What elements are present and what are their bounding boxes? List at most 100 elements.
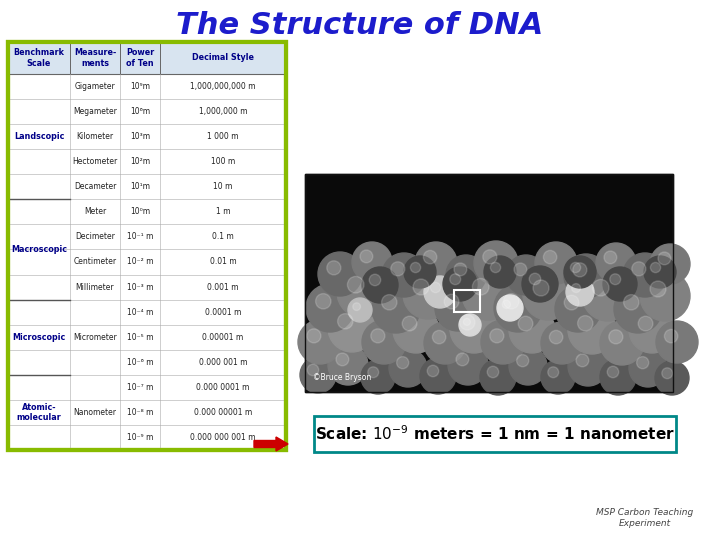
Circle shape [564,256,596,288]
Text: 10⁻⁶ m: 10⁻⁶ m [127,358,153,367]
Circle shape [353,303,361,310]
Text: The Structure of DNA: The Structure of DNA [176,10,544,39]
Text: 10³m: 10³m [130,132,150,141]
Text: Megameter: Megameter [73,107,117,116]
Text: 0.00001 m: 0.00001 m [202,333,243,342]
Circle shape [623,253,667,297]
Circle shape [480,359,516,395]
Text: 10⁻⁷ m: 10⁻⁷ m [127,383,153,392]
Text: Power
of Ten: Power of Ten [126,48,154,68]
Circle shape [424,276,456,308]
Circle shape [655,361,689,395]
Circle shape [327,261,341,275]
Circle shape [360,250,373,263]
Circle shape [371,329,385,343]
Circle shape [444,294,459,309]
Text: 1,000,000,000 m: 1,000,000,000 m [190,82,256,91]
Circle shape [420,358,456,394]
Circle shape [300,357,336,393]
Circle shape [404,256,436,288]
Text: Atomic-
molecular: Atomic- molecular [17,403,61,422]
Circle shape [497,295,523,321]
Circle shape [454,263,467,276]
Circle shape [570,262,580,273]
Text: 0.01 m: 0.01 m [210,258,236,267]
Circle shape [423,251,437,264]
Circle shape [568,306,616,354]
FancyBboxPatch shape [8,42,286,74]
Circle shape [369,274,381,286]
Circle shape [474,241,518,285]
Text: Scale: $10^{-9}$ meters = 1 nm = 1 nanometer: Scale: $10^{-9}$ meters = 1 nm = 1 nanom… [315,424,675,443]
Circle shape [391,262,405,276]
Circle shape [348,298,372,322]
Circle shape [541,360,575,394]
Circle shape [413,279,429,295]
Circle shape [582,269,634,321]
Text: Landscopic: Landscopic [14,132,64,141]
Text: 1,000,000 m: 1,000,000 m [199,107,247,116]
Circle shape [533,280,549,296]
Circle shape [555,286,601,332]
Circle shape [443,267,477,301]
Text: 10⁻⁴ m: 10⁻⁴ m [127,308,153,316]
Circle shape [624,295,639,310]
Circle shape [410,262,420,273]
Text: 0.1 m: 0.1 m [212,232,234,241]
Circle shape [564,295,579,310]
Circle shape [650,281,666,297]
Circle shape [644,256,676,288]
Text: 10⁻³ m: 10⁻³ m [127,282,153,292]
Circle shape [640,271,690,321]
Circle shape [315,294,331,309]
Circle shape [448,345,488,385]
Circle shape [362,267,398,303]
Circle shape [522,266,558,302]
Circle shape [564,254,608,298]
Text: Benchmark
Scale: Benchmark Scale [14,48,65,68]
Circle shape [459,315,475,330]
Circle shape [393,307,439,353]
Circle shape [464,319,470,326]
Circle shape [459,314,481,336]
Circle shape [658,252,671,265]
Text: 10⁻⁹ m: 10⁻⁹ m [127,433,153,442]
Circle shape [577,315,593,331]
Text: 10⁻¹ m: 10⁻¹ m [127,232,153,241]
Text: Decimeter: Decimeter [75,232,115,241]
Circle shape [665,329,678,343]
Text: Hectometer: Hectometer [73,157,117,166]
Text: 10⁹m: 10⁹m [130,82,150,91]
Circle shape [481,320,525,364]
Circle shape [348,276,364,293]
Text: ©Bruce Bryson: ©Bruce Bryson [313,373,372,382]
Circle shape [509,307,555,353]
Text: Nanometer: Nanometer [73,408,117,417]
Circle shape [514,263,527,276]
Circle shape [372,285,420,333]
Text: 0.000 001 m: 0.000 001 m [199,358,247,367]
Circle shape [403,269,453,319]
Circle shape [604,251,617,264]
Text: 0.0001 m: 0.0001 m [204,308,241,316]
Circle shape [397,356,409,369]
Circle shape [487,366,499,377]
Circle shape [600,359,636,395]
Text: Decameter: Decameter [74,183,116,191]
Text: Measure-
ments: Measure- ments [74,48,116,68]
Circle shape [638,316,653,331]
Text: 10 m: 10 m [213,183,233,191]
Text: 1 m: 1 m [216,207,230,217]
Circle shape [518,316,533,331]
Circle shape [494,284,542,332]
Circle shape [431,282,441,293]
Circle shape [328,304,376,352]
Text: 0.000 0001 m: 0.000 0001 m [197,383,250,392]
Circle shape [629,307,675,353]
Text: 10⁻⁵ m: 10⁻⁵ m [127,333,153,342]
Text: 10¹m: 10¹m [130,183,150,191]
FancyArrow shape [254,437,288,451]
Circle shape [529,273,541,285]
Circle shape [572,284,580,293]
Circle shape [415,242,457,284]
